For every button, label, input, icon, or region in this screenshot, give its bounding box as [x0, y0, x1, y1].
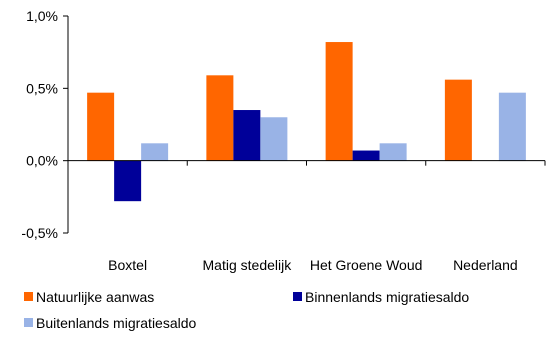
legend-swatch [24, 292, 33, 301]
x-category-label: Boxtel [108, 257, 147, 273]
bar-binnenlands-migratiesaldo [114, 160, 142, 202]
x-category-label: Nederland [453, 257, 518, 273]
bar-buitenlands-migratiesaldo [379, 143, 407, 161]
bar-buitenlands-migratiesaldo [141, 143, 169, 161]
bar-natuurlijke-aanwas [87, 92, 115, 161]
x-category-label-line: Nederland [453, 257, 518, 273]
x-category-label-line: Matig stedelijk [203, 257, 293, 273]
bar-natuurlijke-aanwas [206, 75, 234, 161]
bar-buitenlands-migratiesaldo [498, 92, 526, 161]
y-tick-label: 0,5% [26, 80, 58, 96]
bar-buitenlands-migratiesaldo [260, 117, 288, 161]
y-tick-label: -0,5% [21, 225, 58, 241]
legend-label: Binnenlands migratiesaldo [305, 289, 469, 305]
bar-binnenlands-migratiesaldo [352, 150, 380, 161]
x-category-label: Matig stedelijk [203, 257, 293, 273]
x-category-label-line: Het Groene Woud [310, 257, 423, 273]
bar-binnenlands-migratiesaldo [233, 110, 261, 161]
legend-label: Natuurlijke aanwas [36, 289, 154, 305]
y-tick-label: 0,0% [26, 153, 58, 169]
legend-label: Buitenlands migratiesaldo [36, 315, 197, 331]
y-tick-label: 1,0% [26, 8, 58, 24]
bar-natuurlijke-aanwas [444, 79, 472, 161]
x-category-label-line: Boxtel [108, 257, 147, 273]
legend-swatch [293, 292, 302, 301]
x-category-label: Het Groene Woud [310, 257, 423, 273]
legend-swatch [24, 318, 33, 327]
bar-natuurlijke-aanwas [325, 42, 353, 161]
